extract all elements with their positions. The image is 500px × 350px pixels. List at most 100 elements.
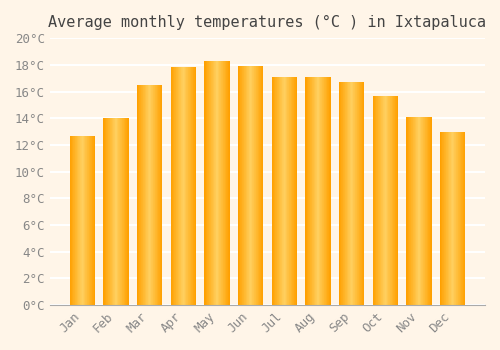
Bar xyxy=(79,135,80,305)
Bar xyxy=(124,118,125,305)
Bar xyxy=(287,77,288,305)
Bar xyxy=(407,117,408,305)
Bar xyxy=(290,77,291,305)
Bar xyxy=(346,82,347,305)
Bar xyxy=(77,135,78,305)
Bar xyxy=(253,66,254,305)
Bar xyxy=(358,82,359,305)
Bar xyxy=(257,66,258,305)
Bar xyxy=(275,77,276,305)
Bar xyxy=(429,117,430,305)
Bar xyxy=(430,117,431,305)
Bar xyxy=(154,85,156,305)
Bar xyxy=(153,85,154,305)
Bar xyxy=(238,66,263,305)
Bar xyxy=(106,118,107,305)
Bar xyxy=(279,77,280,305)
Bar xyxy=(70,135,95,305)
Bar xyxy=(413,117,414,305)
Bar xyxy=(260,66,262,305)
Bar xyxy=(170,68,196,305)
Bar xyxy=(460,132,461,305)
Bar xyxy=(316,77,318,305)
Bar xyxy=(178,68,179,305)
Bar xyxy=(189,68,190,305)
Bar xyxy=(161,85,162,305)
Bar xyxy=(461,132,462,305)
Bar xyxy=(104,118,105,305)
Bar xyxy=(222,61,223,305)
Bar xyxy=(152,85,153,305)
Bar xyxy=(84,135,85,305)
Bar xyxy=(173,68,174,305)
Bar xyxy=(239,66,240,305)
Bar xyxy=(210,61,211,305)
Bar xyxy=(313,77,314,305)
Bar xyxy=(140,85,141,305)
Bar xyxy=(212,61,213,305)
Bar xyxy=(159,85,160,305)
Bar xyxy=(350,82,351,305)
Bar xyxy=(116,118,117,305)
Bar xyxy=(251,66,252,305)
Bar xyxy=(175,68,176,305)
Bar xyxy=(214,61,215,305)
Bar xyxy=(377,96,378,305)
Bar xyxy=(309,77,310,305)
Bar xyxy=(308,77,309,305)
Bar xyxy=(258,66,259,305)
Bar xyxy=(93,135,94,305)
Bar xyxy=(252,66,253,305)
Bar xyxy=(441,132,442,305)
Bar xyxy=(448,132,449,305)
Bar xyxy=(392,96,393,305)
Bar xyxy=(363,82,364,305)
Bar xyxy=(291,77,292,305)
Bar xyxy=(464,132,465,305)
Bar xyxy=(381,96,382,305)
Bar xyxy=(307,77,308,305)
Bar xyxy=(306,77,307,305)
Bar xyxy=(310,77,311,305)
Bar xyxy=(420,117,421,305)
Bar xyxy=(315,77,316,305)
Bar xyxy=(149,85,150,305)
Bar xyxy=(306,77,330,305)
Bar xyxy=(150,85,151,305)
Bar xyxy=(76,135,77,305)
Bar xyxy=(323,77,324,305)
Bar xyxy=(90,135,91,305)
Bar xyxy=(282,77,283,305)
Bar xyxy=(428,117,429,305)
Bar xyxy=(386,96,387,305)
Bar xyxy=(156,85,157,305)
Bar xyxy=(226,61,227,305)
Bar xyxy=(312,77,313,305)
Bar xyxy=(242,66,243,305)
Bar xyxy=(452,132,453,305)
Bar xyxy=(339,82,340,305)
Bar xyxy=(88,135,89,305)
Bar xyxy=(280,77,281,305)
Bar xyxy=(218,61,219,305)
Bar xyxy=(443,132,444,305)
Bar xyxy=(205,61,206,305)
Bar xyxy=(410,117,412,305)
Bar xyxy=(139,85,140,305)
Bar xyxy=(340,82,341,305)
Bar xyxy=(390,96,391,305)
Bar xyxy=(422,117,424,305)
Bar xyxy=(187,68,188,305)
Bar xyxy=(145,85,146,305)
Bar xyxy=(80,135,81,305)
Bar xyxy=(359,82,360,305)
Bar xyxy=(160,85,161,305)
Bar xyxy=(311,77,312,305)
Bar xyxy=(288,77,290,305)
Bar xyxy=(250,66,251,305)
Bar xyxy=(219,61,220,305)
Bar xyxy=(344,82,346,305)
Bar xyxy=(342,82,343,305)
Bar xyxy=(431,117,432,305)
Bar xyxy=(247,66,248,305)
